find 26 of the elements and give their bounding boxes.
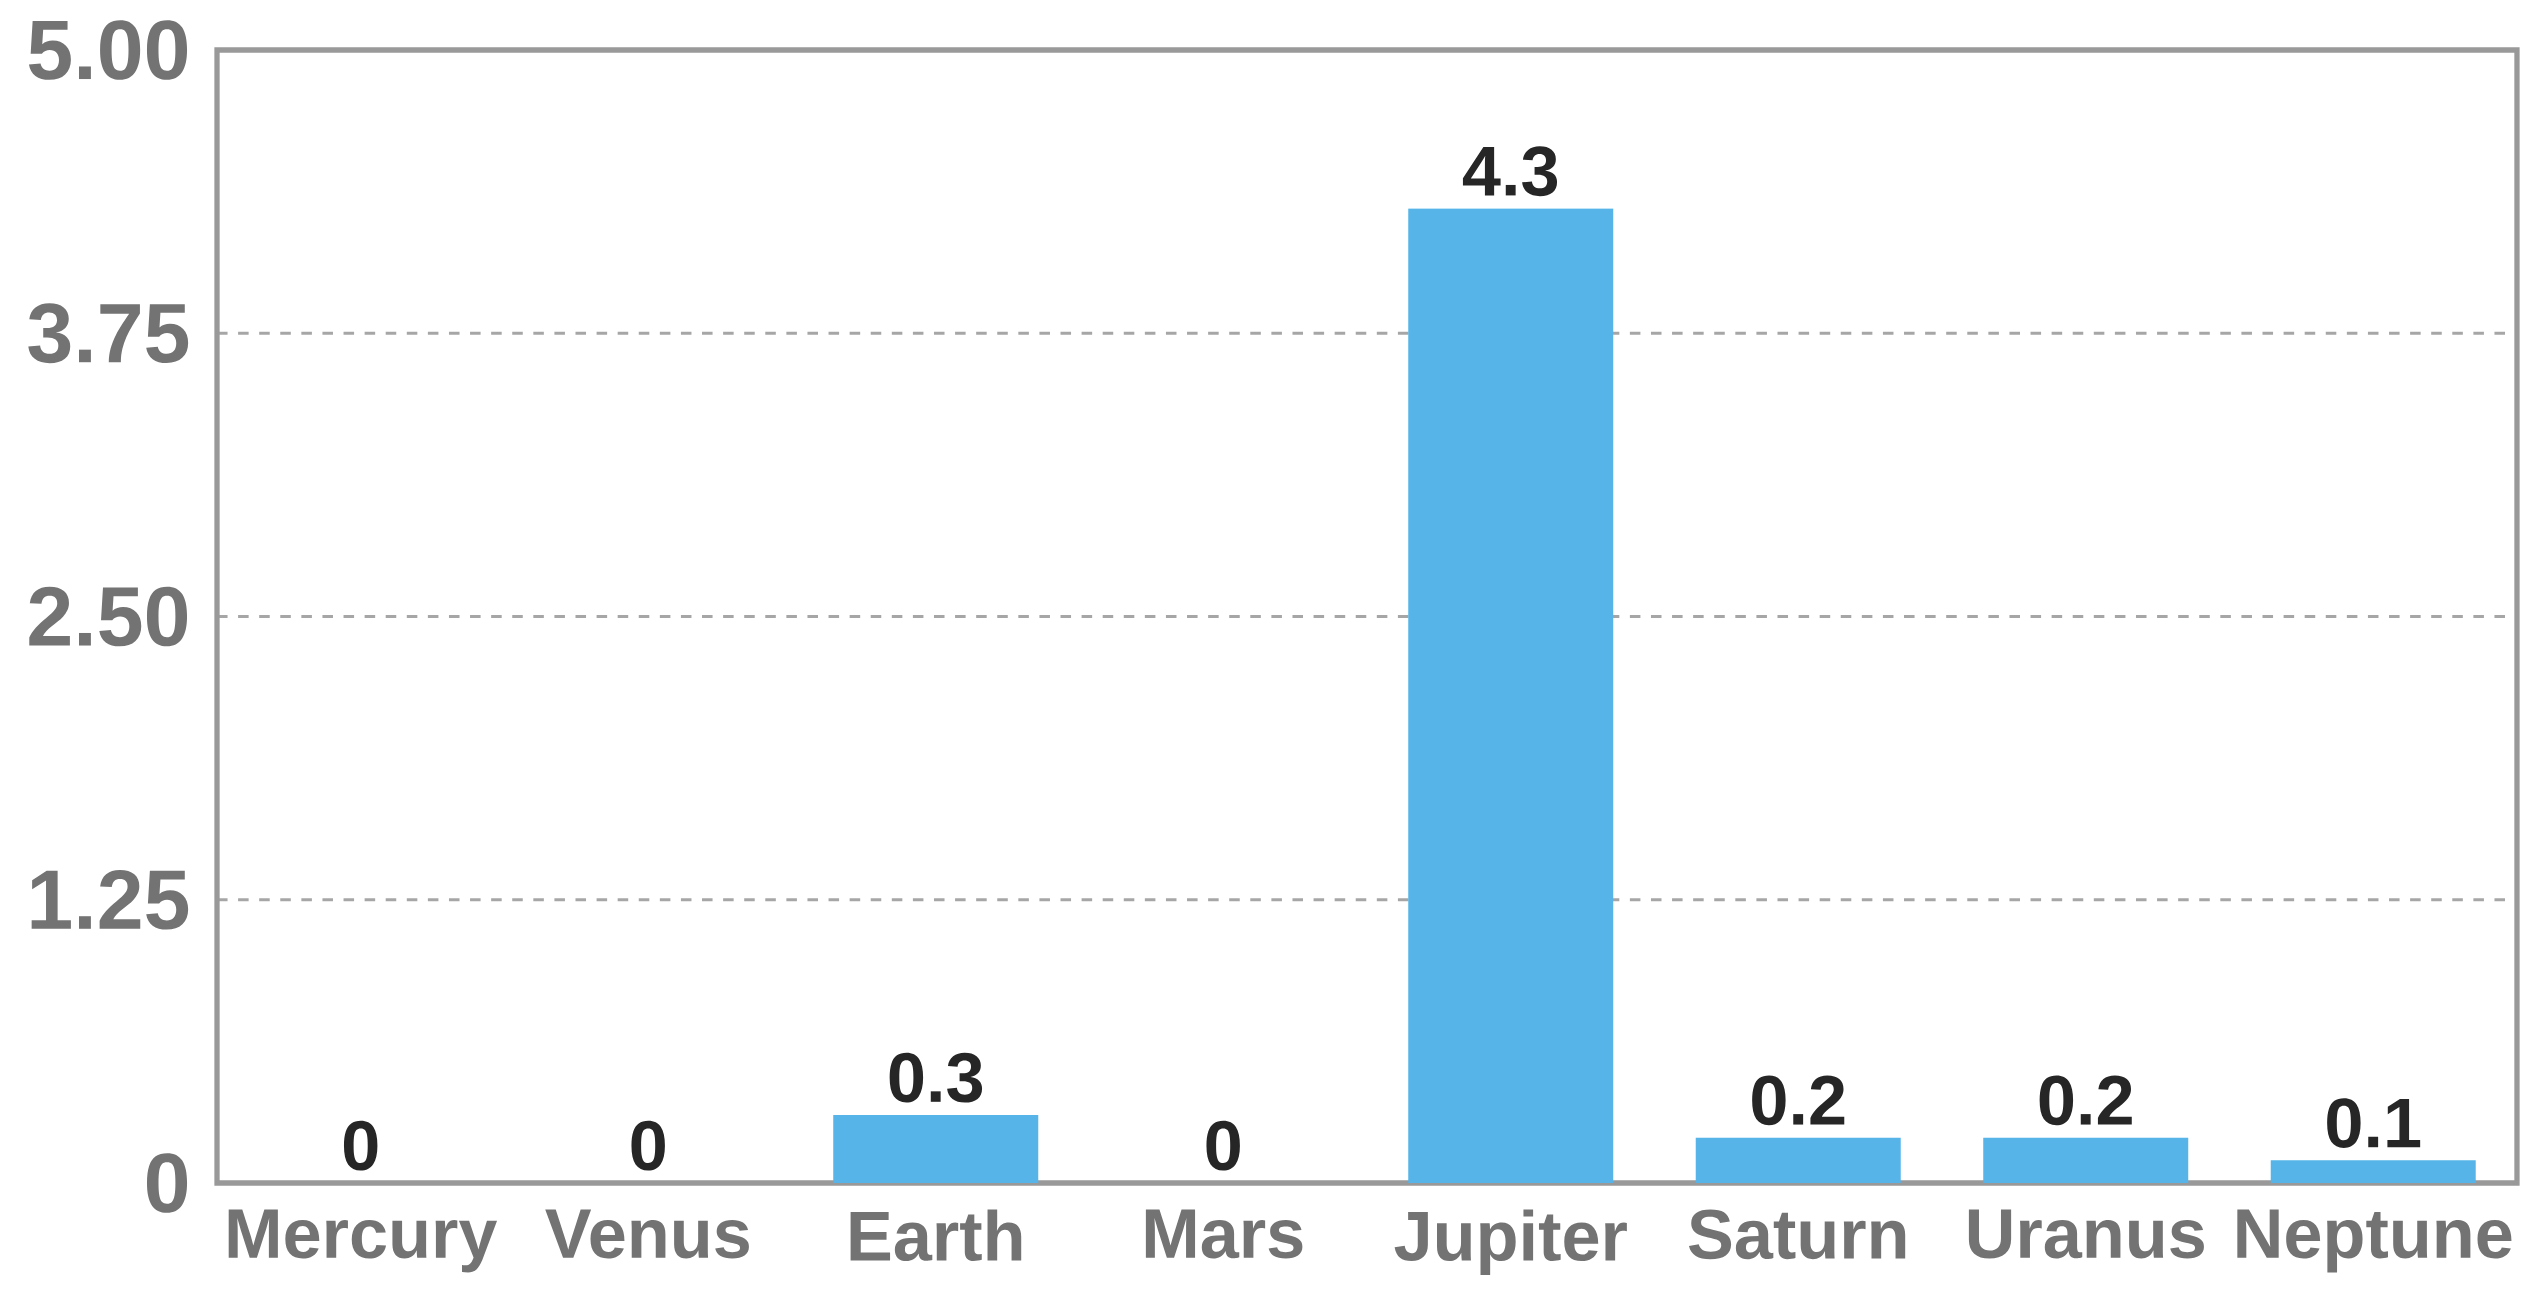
x-tick-label: Mercury — [228, 1209, 498, 1273]
x-tick-label: Jupiter — [1394, 1209, 1627, 1275]
y-tick-label: 0 — [146, 1153, 188, 1213]
y-tick-label: 1.25 — [31, 869, 189, 930]
data-label: 0.3 — [889, 1052, 983, 1103]
data-label: 0.2 — [1752, 1075, 1845, 1126]
bar — [1983, 1137, 2189, 1183]
bar — [833, 1115, 1039, 1183]
x-tick-label: Saturn — [1688, 1209, 1906, 1260]
data-label: 0 — [1206, 1120, 1240, 1171]
data-label: 0.1 — [2327, 1098, 2421, 1148]
x-tick-label: Neptune — [2237, 1209, 2512, 1273]
bar — [1408, 208, 1614, 1183]
data-label: 0.2 — [2039, 1075, 2132, 1126]
x-tick-label: Venus — [545, 1209, 749, 1259]
x-tick-label: Mars — [1145, 1209, 1303, 1259]
data-label: 0 — [631, 1120, 665, 1171]
bar — [2270, 1160, 2476, 1183]
y-tick-label: 2.50 — [29, 586, 188, 647]
data-label: 4.3 — [1462, 146, 1558, 197]
x-tick-label: Uranus — [1968, 1209, 2204, 1259]
data-label: 0 — [343, 1120, 378, 1171]
x-tick-label: Earth — [850, 1209, 1022, 1262]
y-tick-label: 3.75 — [28, 303, 189, 364]
bar — [1695, 1137, 1901, 1183]
y-tick-label: 5.00 — [28, 20, 188, 80]
